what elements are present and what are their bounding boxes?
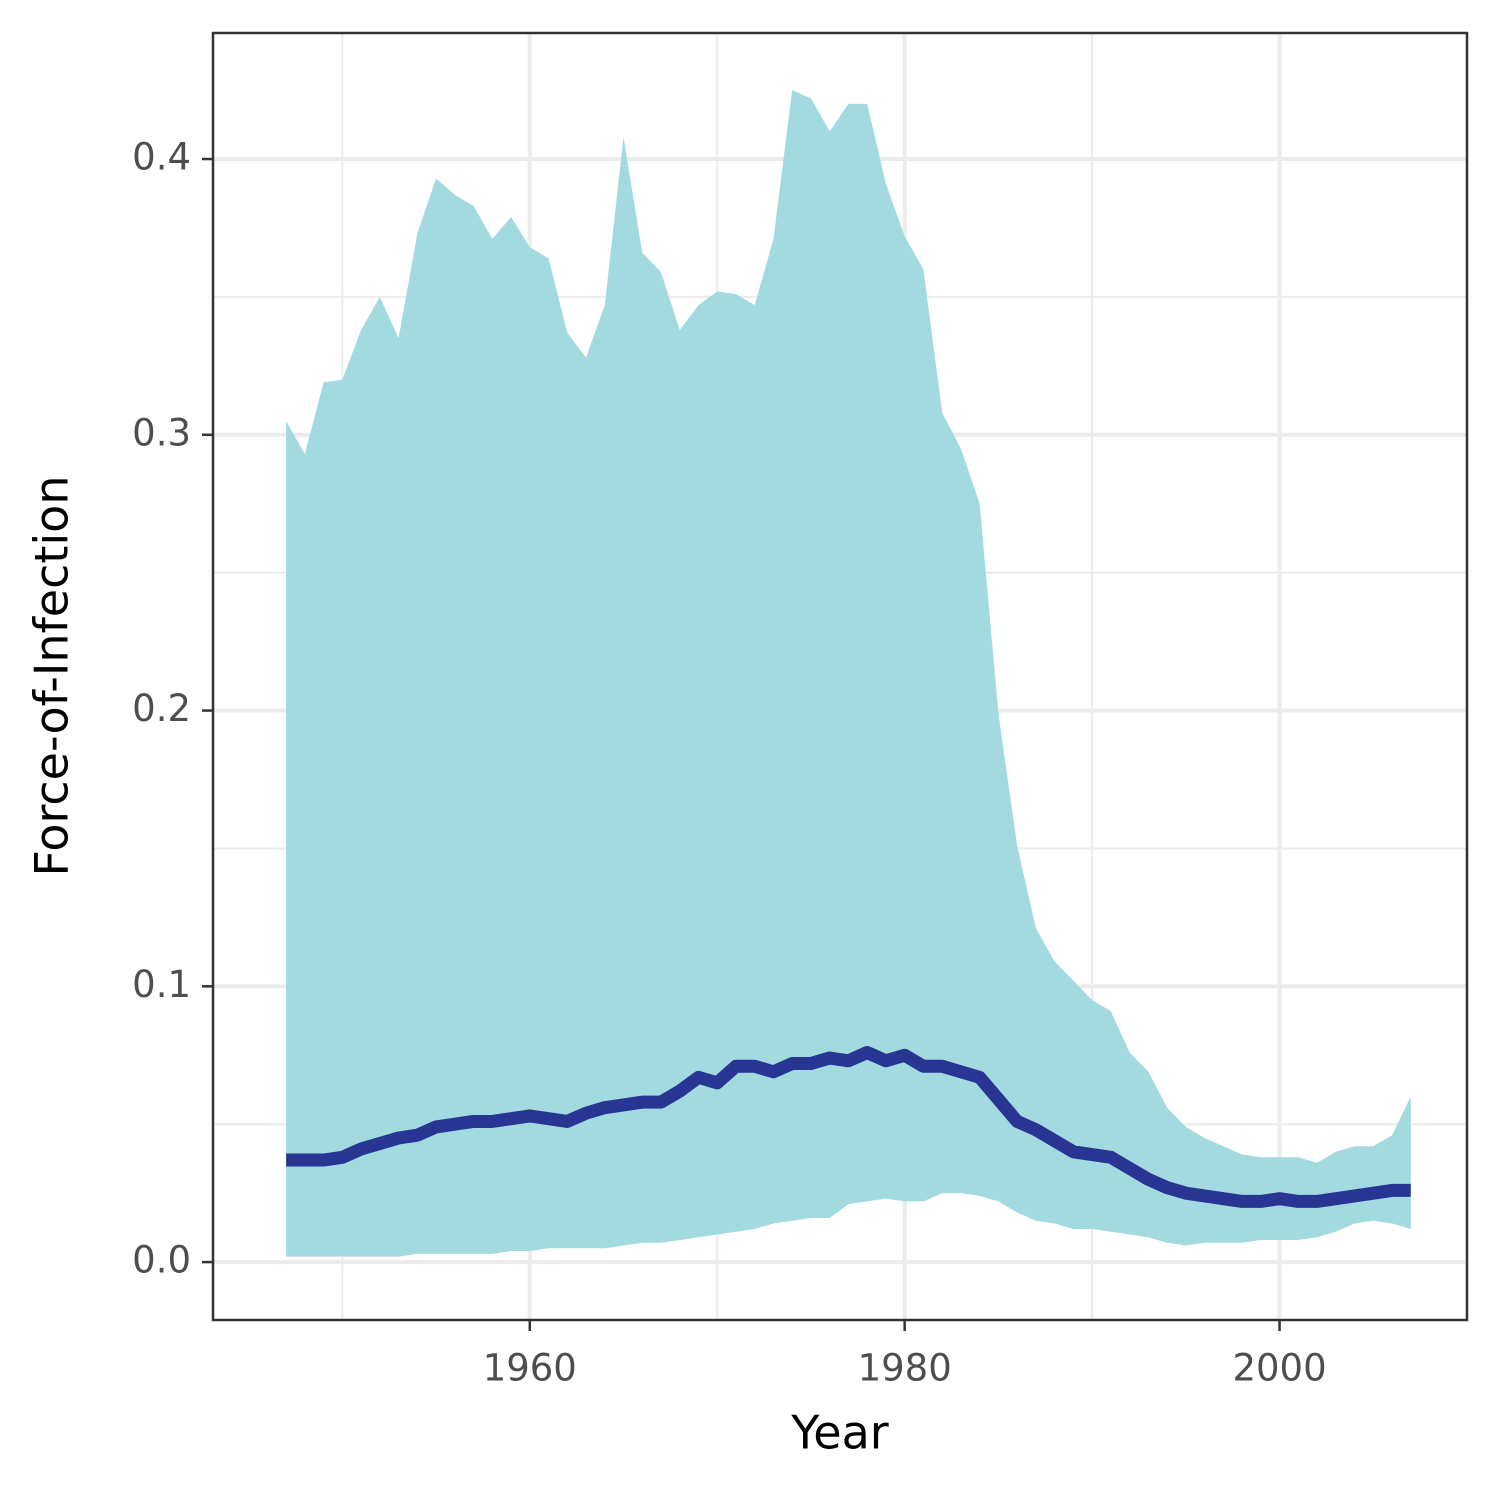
marks — [286, 90, 1411, 1257]
y-tick-label: 0.4 — [132, 136, 191, 179]
y-tick-label: 0.2 — [132, 687, 191, 730]
x-tick-label: 2000 — [1232, 1347, 1326, 1390]
line — [286, 1046, 1411, 1208]
x-tick-label: 1980 — [858, 1347, 952, 1390]
y-axis-title: Force-of-Infection — [25, 476, 79, 877]
axes: 1960 1980 2000 0.0 0.1 0.2 0.3 0.4 — [132, 136, 1326, 1390]
y-tick-label: 0.1 — [132, 963, 191, 1006]
confidence-band — [286, 90, 1411, 1257]
x-axis-title: Year — [790, 1406, 888, 1460]
panel-border — [211, 31, 1469, 1322]
x-tick-label: 1960 — [483, 1347, 577, 1390]
y-tick-label: 0.3 — [132, 411, 191, 454]
y-tick-label: 0.0 — [132, 1239, 191, 1282]
